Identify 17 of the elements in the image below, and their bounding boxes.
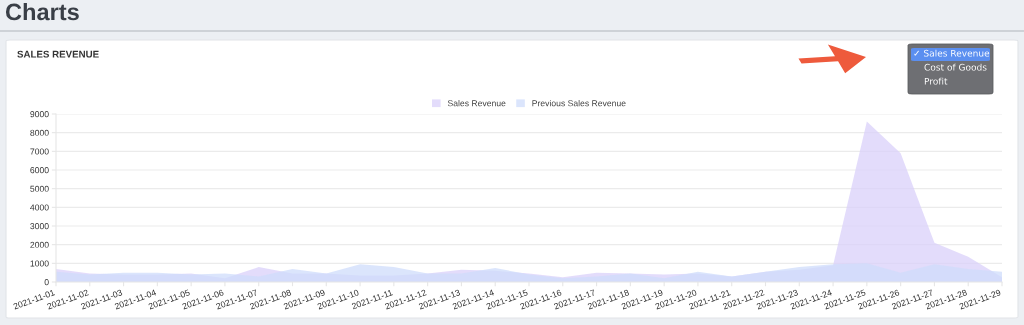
y-tick-label: 2000	[30, 241, 49, 248]
y-tick-label: 9000	[30, 111, 49, 118]
legend-label: Previous Sales Revenue	[532, 99, 626, 107]
y-tick-label: 4000	[30, 204, 49, 211]
chart-subtitle: SALES REVENUE	[17, 50, 99, 58]
y-tick-label: 8000	[30, 129, 49, 136]
y-tick-label: 1000	[30, 260, 49, 267]
y-tick-label: 0	[44, 279, 49, 286]
text: Profit	[924, 77, 948, 85]
legend-label: Sales Revenue	[447, 99, 506, 107]
y-tick-label: 6000	[30, 167, 49, 174]
chart-title: Charts	[5, 3, 79, 21]
text: ✓ Sales Revenue	[914, 49, 990, 57]
y-tick-label: 3000	[30, 223, 49, 230]
text: Cost of Goods	[924, 63, 987, 71]
y-tick-label: 5000	[30, 185, 49, 192]
y-tick-label: 7000	[30, 148, 49, 155]
